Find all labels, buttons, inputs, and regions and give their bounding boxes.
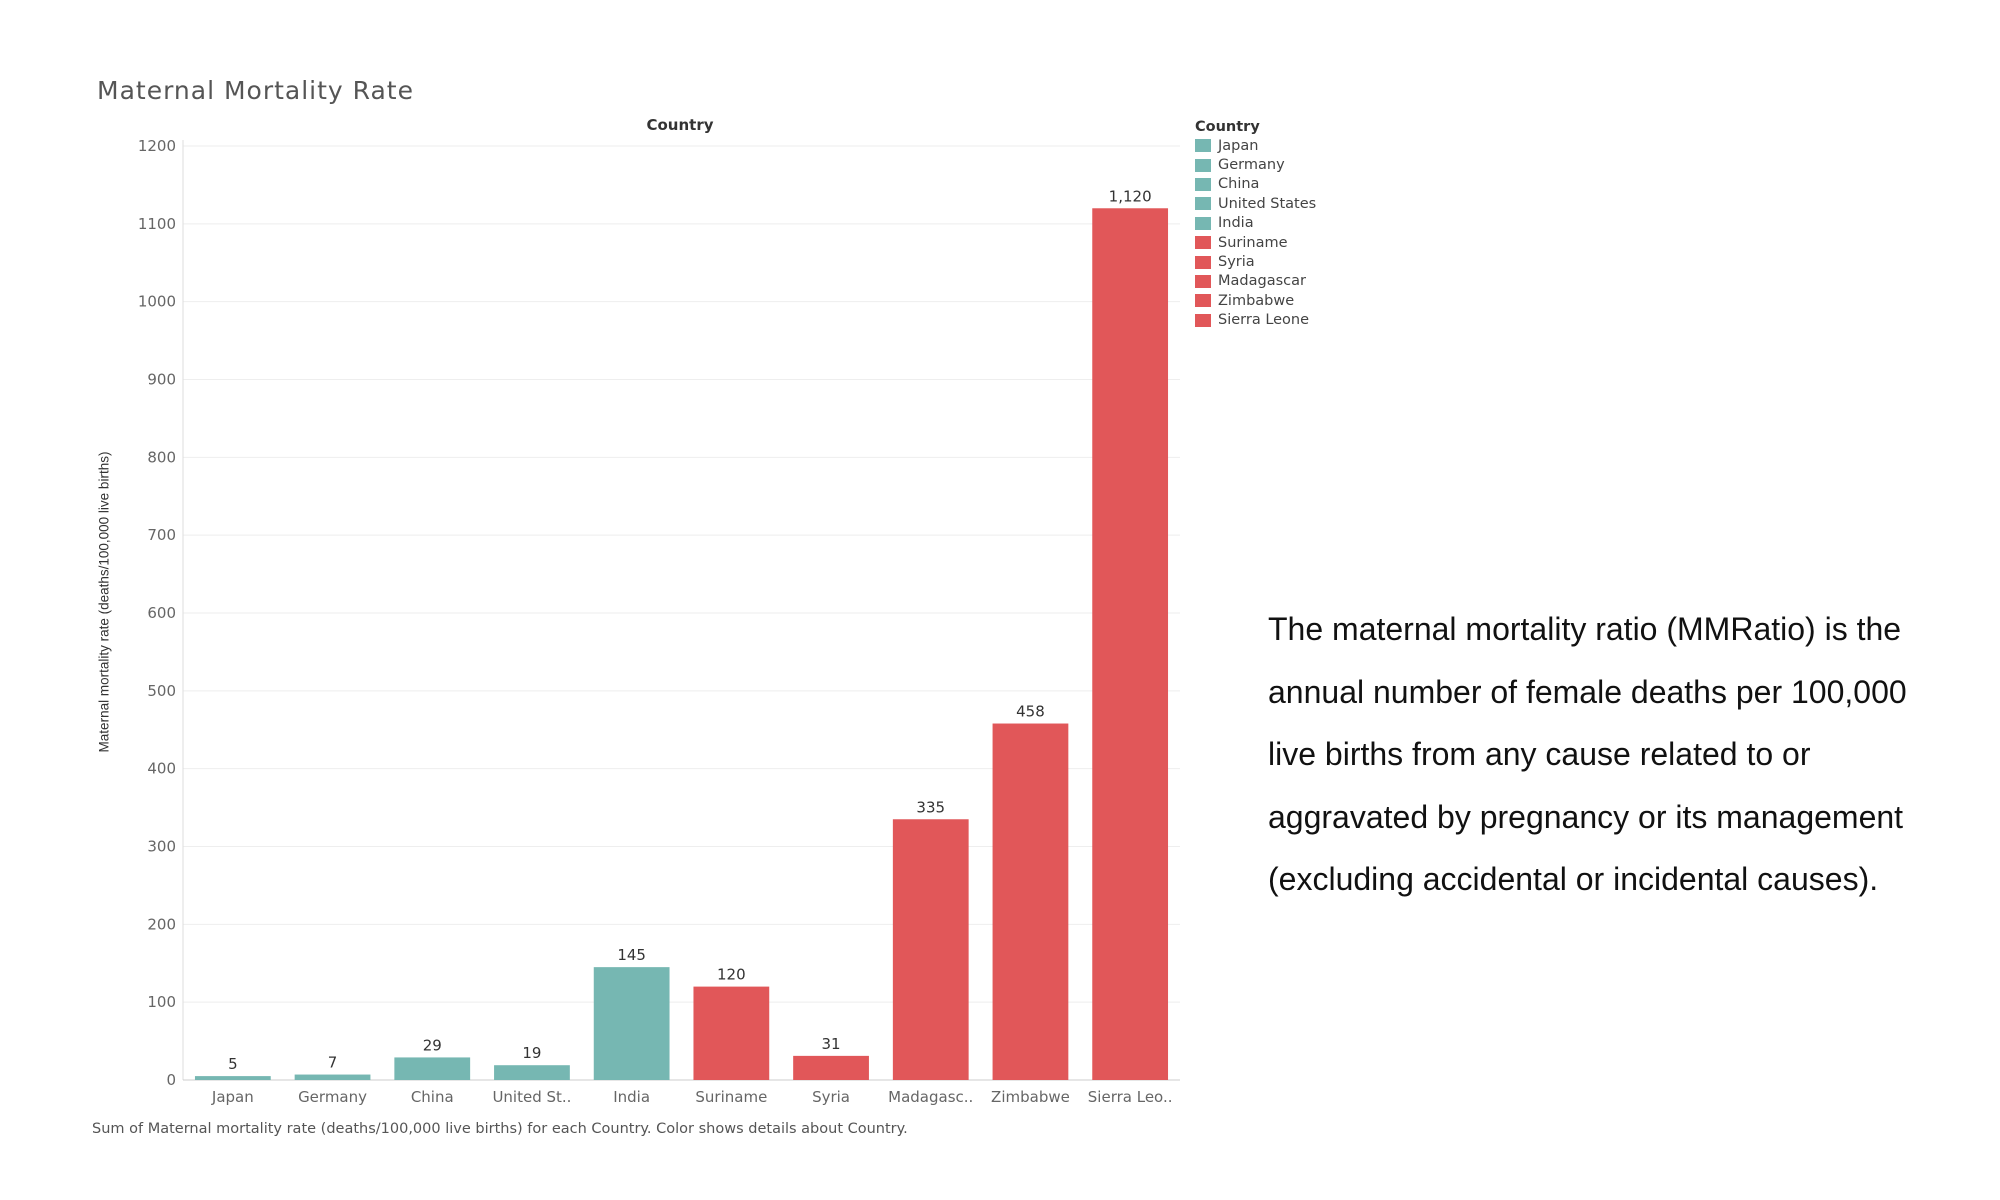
bar xyxy=(992,723,1069,1080)
legend-label: Germany xyxy=(1218,157,1285,174)
legend-swatch xyxy=(1195,294,1211,308)
y-tick-label: 700 xyxy=(147,526,176,544)
x-tick-label: China xyxy=(411,1088,454,1106)
legend-swatch xyxy=(1195,158,1211,172)
legend-title: Country xyxy=(1195,119,1260,135)
legend-item: Sierra Leone xyxy=(1195,311,1316,330)
data-label: 335 xyxy=(916,798,945,816)
y-tick-label: 400 xyxy=(147,760,176,778)
legend-label: Zimbabwe xyxy=(1218,292,1295,309)
bar xyxy=(394,1057,471,1080)
chart-footnote: Sum of Maternal mortality rate (deaths/1… xyxy=(92,1121,908,1137)
x-tick-label: United St.. xyxy=(492,1088,571,1106)
y-tick-label: 1200 xyxy=(138,137,176,155)
bar xyxy=(892,819,969,1080)
data-label: 19 xyxy=(522,1044,541,1062)
legend-label: Madagascar xyxy=(1218,273,1306,290)
column-header: Country xyxy=(646,116,714,134)
legend-label: Suriname xyxy=(1218,234,1288,251)
description-text: The maternal mortality ratio (MMRatio) i… xyxy=(1268,611,1907,897)
legend-label: Japan xyxy=(1218,137,1259,154)
y-tick-label: 500 xyxy=(147,682,176,700)
data-label: 29 xyxy=(423,1036,442,1054)
legend-item: Japan xyxy=(1195,136,1316,155)
y-tick-label: 200 xyxy=(147,915,176,933)
legend-item: Zimbabwe xyxy=(1195,291,1316,310)
legend-label: Syria xyxy=(1218,254,1255,271)
x-tick-label: Japan xyxy=(211,1088,254,1106)
legend-swatch xyxy=(1195,139,1211,153)
bar xyxy=(194,1076,271,1080)
legend-swatch xyxy=(1195,255,1211,269)
y-tick-label: 1000 xyxy=(138,293,176,311)
legend-item: Madagascar xyxy=(1195,272,1316,291)
data-label: 1,120 xyxy=(1109,187,1152,205)
legend-swatch xyxy=(1195,177,1211,191)
data-label: 7 xyxy=(328,1054,338,1072)
x-tick-label: Syria xyxy=(812,1088,850,1106)
legend-swatch xyxy=(1195,236,1211,250)
y-tick-label: 300 xyxy=(147,838,176,856)
legend-item: India xyxy=(1195,214,1316,233)
data-label: 5 xyxy=(228,1055,238,1073)
y-tick-label: 800 xyxy=(147,448,176,466)
legend-swatch xyxy=(1195,313,1211,327)
legend: Country Japan Germany China United States In… xyxy=(1195,119,1316,330)
y-tick-label: 100 xyxy=(147,993,176,1011)
data-label: 145 xyxy=(617,946,646,964)
bar xyxy=(793,1055,869,1080)
data-label: 458 xyxy=(1016,703,1045,721)
y-tick-label: 1100 xyxy=(138,215,176,233)
bar xyxy=(693,986,770,1080)
legend-swatch xyxy=(1195,216,1211,230)
x-tick-label: Suriname xyxy=(695,1088,767,1106)
bar xyxy=(494,1065,570,1080)
legend-label: China xyxy=(1218,176,1260,193)
bar xyxy=(1092,208,1169,1080)
legend-item: United States xyxy=(1195,194,1316,213)
data-label: 120 xyxy=(717,966,746,984)
bar xyxy=(294,1074,371,1080)
x-tick-label: Madagasc.. xyxy=(888,1088,973,1106)
x-tick-label: Zimbabwe xyxy=(991,1088,1070,1106)
legend-swatch xyxy=(1195,274,1211,288)
y-tick-label: 900 xyxy=(147,371,176,389)
legend-items: Japan Germany China United States India Surin… xyxy=(1195,136,1316,330)
legend-item: China xyxy=(1195,175,1316,194)
legend-item: Suriname xyxy=(1195,233,1316,252)
x-tick-label: Sierra Leo.. xyxy=(1088,1088,1173,1106)
bar xyxy=(593,967,670,1080)
legend-label: United States xyxy=(1218,195,1317,212)
y-tick-label: 0 xyxy=(166,1071,176,1089)
y-tick-label: 600 xyxy=(147,604,176,622)
x-tick-label: India xyxy=(613,1088,650,1106)
legend-item: Syria xyxy=(1195,252,1316,271)
legend-label: India xyxy=(1218,215,1254,232)
legend-swatch xyxy=(1195,197,1211,211)
data-label: 31 xyxy=(822,1035,841,1053)
chart-title: Maternal Mortality Rate xyxy=(97,76,414,105)
legend-label: Sierra Leone xyxy=(1218,312,1310,329)
x-tick-label: Germany xyxy=(298,1088,367,1106)
legend-item: Germany xyxy=(1195,155,1316,174)
